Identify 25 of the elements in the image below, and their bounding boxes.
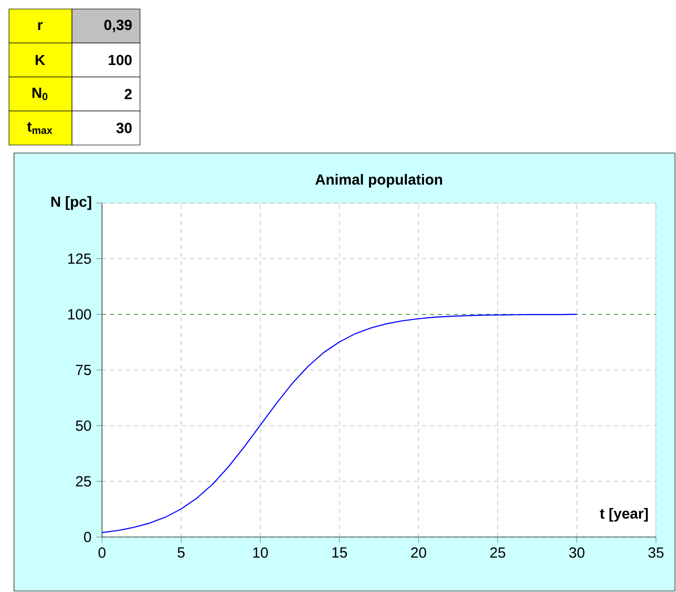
text: K	[36, 54, 46, 66]
x-tick-label: 15	[332, 547, 347, 558]
x-tick-label: 35	[648, 547, 664, 558]
y-tick-label: 75	[76, 364, 91, 376]
y-tick-label: 25	[76, 476, 91, 487]
x-axis-title: t [year]	[600, 508, 648, 522]
text: N$_{0}$	[32, 88, 48, 100]
x-tick-label: 25	[490, 547, 506, 558]
y-tick-label: 50	[76, 420, 92, 431]
text: 0,39	[104, 20, 132, 32]
y-axis-title: N [pc]	[51, 196, 92, 210]
text: t$_{max}$	[27, 122, 52, 134]
text: 100	[108, 54, 132, 66]
text: 30	[116, 122, 132, 134]
x-tick-label: 0	[98, 547, 106, 558]
text: r	[38, 22, 43, 30]
x-tick-label: 10	[253, 547, 268, 558]
y-tick-label: 100	[68, 309, 92, 320]
x-tick-label: 20	[411, 547, 426, 558]
x-tick-label: 30	[569, 547, 584, 558]
chart-title: Animal population	[315, 174, 442, 188]
y-tick-label: 0	[84, 532, 92, 542]
text: 2	[124, 88, 132, 100]
x-tick-label: 5	[178, 547, 185, 558]
y-tick-label: 125	[68, 253, 91, 264]
